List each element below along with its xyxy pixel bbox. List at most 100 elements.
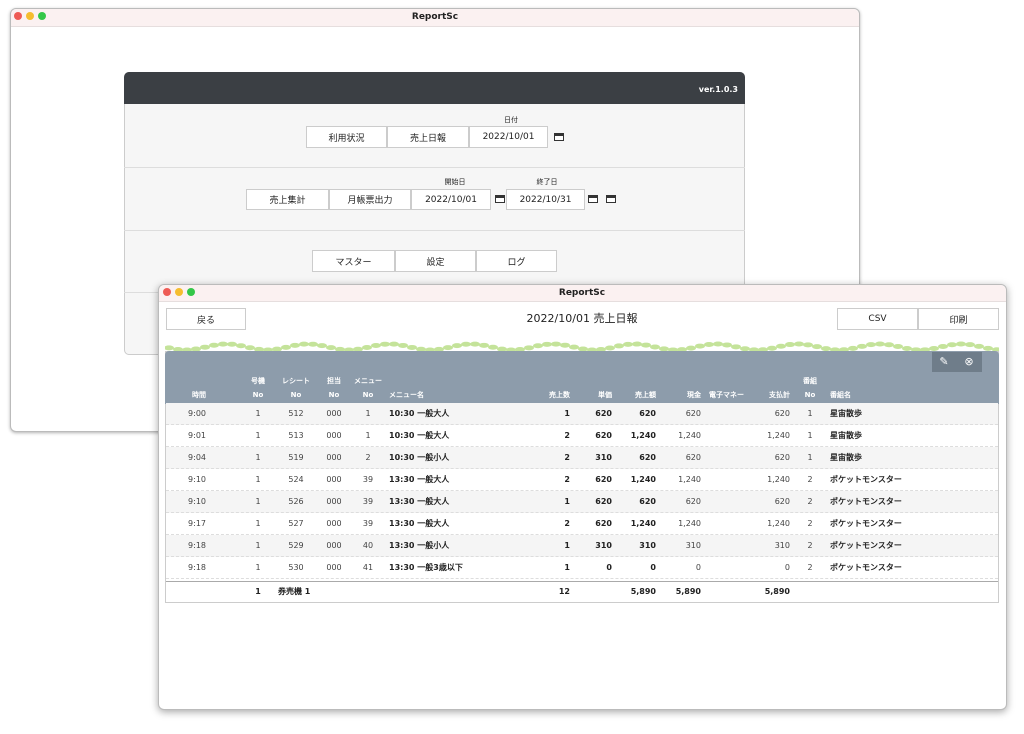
column-header: No — [252, 391, 264, 399]
table-row — [166, 557, 998, 579]
table-cell: 13:30 一般大人 — [389, 475, 450, 484]
table-cell: 13:30 一般大人 — [389, 519, 450, 528]
table-cell: 13:30 一般3歳以下 — [389, 563, 463, 572]
button[interactable]: マスター — [312, 250, 395, 272]
table-cell: 39 — [362, 475, 374, 484]
window-button[interactable] — [26, 12, 34, 20]
edit-button[interactable]: ✎ — [932, 352, 956, 372]
csv-button[interactable]: CSV — [837, 308, 918, 330]
button[interactable]: 売上集計 — [246, 189, 329, 210]
calendar-icon[interactable] — [588, 195, 598, 203]
window-button[interactable] — [14, 12, 22, 20]
close-button[interactable]: ⊗ — [956, 352, 982, 372]
table-cell: 527 — [288, 519, 304, 528]
window-button[interactable] — [187, 288, 195, 296]
button[interactable]: 売上日報 — [387, 126, 469, 148]
table-cell: 1 — [564, 563, 570, 572]
table-cell: 13:30 一般小人 — [389, 541, 450, 550]
table-cell: 000 — [326, 519, 342, 528]
table-cell: 2 — [807, 541, 813, 550]
table-cell: 10:30 一般大人 — [389, 431, 450, 440]
table-cell: 0 — [650, 563, 656, 572]
panel-header — [124, 72, 745, 104]
button[interactable]: 設定 — [395, 250, 476, 272]
table-cell: 1 — [255, 431, 261, 440]
table-cell: 000 — [326, 431, 342, 440]
calendar-icon[interactable] — [606, 195, 616, 203]
table-cell: 000 — [326, 453, 342, 462]
window-title: ReportSc — [411, 12, 459, 22]
column-header: No — [328, 391, 340, 399]
table-cell: 000 — [326, 541, 342, 550]
table-cell: 1,240 — [678, 431, 701, 440]
button[interactable]: 2022/10/31 — [506, 189, 585, 210]
table-cell: 2 — [564, 431, 570, 440]
table-cell: 1,240 — [767, 475, 790, 484]
table-cell: 1,240 — [678, 475, 701, 484]
total-cell: 5,890 — [764, 587, 790, 596]
table-cell: 620 — [595, 431, 612, 440]
table-row — [166, 469, 998, 491]
table-cell: 512 — [288, 409, 304, 418]
column-header: メニュー — [354, 377, 382, 385]
table-cell: 000 — [326, 475, 342, 484]
window-button[interactable] — [163, 288, 171, 296]
button[interactable]: 利用状況 — [306, 126, 387, 148]
column-header: No — [804, 391, 816, 399]
column-header: 担当 — [327, 377, 341, 385]
table-cell: 星宙散歩 — [830, 409, 862, 418]
table-cell: 9:10 — [188, 475, 206, 484]
table-cell: 1 — [564, 541, 570, 550]
table-cell: ポケットモンスター — [830, 475, 902, 484]
table-cell: 524 — [288, 475, 304, 484]
total-cell: 5,890 — [675, 587, 701, 596]
column-header: 現金 — [687, 391, 701, 399]
button[interactable]: 2022/10/01 — [411, 189, 491, 210]
table-cell: 9:04 — [188, 453, 206, 462]
table-cell: 530 — [288, 563, 304, 572]
table-cell: 1 — [365, 409, 371, 418]
back-button[interactable]: 戻る — [166, 308, 246, 330]
table-cell: 9:17 — [188, 519, 206, 528]
table-cell: 1 — [807, 431, 813, 440]
table-cell: 1 — [255, 409, 261, 418]
version: ver.1.0.3 — [698, 85, 738, 94]
table-cell: ポケットモンスター — [830, 541, 902, 550]
button[interactable]: 月帳票出力 — [329, 189, 411, 210]
table-cell: 1 — [255, 453, 261, 462]
table-cell: 620 — [639, 453, 656, 462]
button[interactable]: ログ — [476, 250, 557, 272]
table-cell: 526 — [288, 497, 304, 506]
table-cell: 620 — [685, 409, 701, 418]
table-cell: ポケットモンスター — [830, 519, 902, 528]
button[interactable]: 2022/10/01 — [469, 126, 548, 148]
print-button[interactable]: 印刷 — [918, 308, 999, 330]
table-cell: 41 — [362, 563, 374, 572]
table-cell: 000 — [326, 409, 342, 418]
calendar-icon[interactable] — [495, 195, 505, 203]
column-header: 号機 — [251, 377, 265, 385]
total-cell: 5,890 — [630, 587, 656, 596]
table-cell: 310 — [595, 541, 612, 550]
table-cell: 9:10 — [188, 497, 206, 506]
table-cell: 1,240 — [767, 431, 790, 440]
table-cell: 310 — [639, 541, 656, 550]
window-button[interactable] — [38, 12, 46, 20]
table-cell: 1,240 — [678, 519, 701, 528]
table-cell: 1 — [255, 497, 261, 506]
table-cell: 620 — [595, 475, 612, 484]
table-cell: 620 — [639, 409, 656, 418]
table-cell: 39 — [362, 497, 374, 506]
table-cell: 星宙散歩 — [830, 453, 862, 462]
table-cell: 40 — [362, 541, 374, 550]
table-cell: 13:30 一般大人 — [389, 497, 450, 506]
window-button[interactable] — [175, 288, 183, 296]
table-cell: 1 — [564, 409, 570, 418]
table-row — [166, 491, 998, 513]
field-label: 開始日 — [444, 178, 466, 186]
table-cell: 620 — [685, 497, 701, 506]
table-cell: 2 — [365, 453, 371, 462]
table-cell: 1 — [255, 541, 261, 550]
calendar-icon[interactable] — [554, 133, 564, 141]
